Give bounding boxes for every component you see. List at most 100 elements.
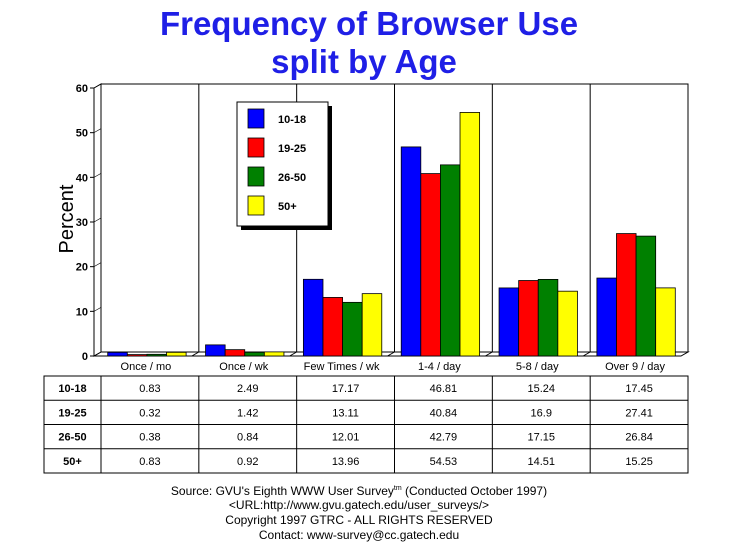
table-cell: 27.41 xyxy=(625,407,653,419)
table-cell: 13.11 xyxy=(332,407,359,419)
bar xyxy=(440,164,461,357)
footer-url: <URL:http://www.gvu.gatech.edu/user_surv… xyxy=(229,498,489,512)
bar xyxy=(635,235,657,357)
footer-source-post: (Conducted October 1997) xyxy=(402,484,547,498)
table-cell: 2.49 xyxy=(237,383,258,395)
bar xyxy=(420,173,441,357)
y-gridline xyxy=(93,217,102,223)
x-tick-label: Over 9 / day xyxy=(605,361,665,373)
table-cell: 15.25 xyxy=(625,456,653,468)
table-cell: 0.84 xyxy=(237,432,258,444)
x-tick-label: 5-8 / day xyxy=(516,361,559,373)
bar xyxy=(616,233,637,357)
bar xyxy=(537,278,559,357)
x-tick-label: Few Times / wk xyxy=(304,361,380,373)
x-tick-label: Once / mo xyxy=(121,361,172,373)
bar xyxy=(126,354,148,357)
table-cell: 42.79 xyxy=(430,432,458,444)
y-tick-label: 50 xyxy=(76,128,88,140)
table-cell: 0.83 xyxy=(139,456,160,468)
bar xyxy=(322,297,343,357)
bar xyxy=(342,301,363,357)
category-separator-floor xyxy=(582,351,591,357)
category-separator-floor xyxy=(387,351,395,357)
legend-swatch xyxy=(247,166,265,187)
y-tick-label: 60 xyxy=(76,83,88,95)
table-row-header: 10-18 xyxy=(58,383,86,395)
y-axis-label: Percent xyxy=(56,184,78,253)
category-separator-floor xyxy=(191,351,200,357)
y-gridline xyxy=(93,307,102,312)
y-gridline xyxy=(93,262,102,267)
footer-source-pre: Source: GVU's Eighth WWW User Survey xyxy=(171,484,394,498)
table-row-header: 50+ xyxy=(63,456,82,468)
table-cell: 0.32 xyxy=(139,407,160,419)
y-tick-label: 0 xyxy=(82,351,88,363)
y-gridline xyxy=(93,351,102,357)
legend-label: 10-18 xyxy=(278,114,306,126)
bar xyxy=(302,278,324,357)
y-tick-label: 30 xyxy=(76,217,88,229)
legend-label: 50+ xyxy=(278,201,297,213)
bar xyxy=(557,290,578,357)
legend-label: 19-25 xyxy=(278,143,306,155)
footer-contact: Contact: www-survey@cc.gatech.edu xyxy=(259,528,459,542)
table-cell: 12.01 xyxy=(332,432,360,444)
table-row-header: 19-25 xyxy=(58,407,86,419)
legend: 10-18 19-25 26-50 50+ xyxy=(236,101,332,230)
chart-title-line-1: Frequency of Browser Use xyxy=(160,5,578,42)
bar xyxy=(224,349,246,357)
table-cell: 54.53 xyxy=(430,456,458,468)
table-row-header: 26-50 xyxy=(58,432,86,444)
table-cell: 17.45 xyxy=(625,383,653,395)
bar xyxy=(655,287,676,357)
bar xyxy=(244,351,265,357)
bar xyxy=(498,287,520,357)
y-gridline xyxy=(93,83,102,89)
footer-copyright: Copyright 1997 GTRC - ALL RIGHTS RESERVE… xyxy=(225,513,493,527)
table-cell: 26.84 xyxy=(625,432,653,444)
table-cell: 0.38 xyxy=(139,432,160,444)
y-gridline xyxy=(93,128,102,133)
category-separator-floor xyxy=(289,351,297,357)
y-tick-label: 20 xyxy=(76,262,88,274)
bar xyxy=(400,146,422,357)
table-cell: 46.81 xyxy=(430,383,458,395)
table-cell: 16.9 xyxy=(531,407,552,419)
table-cell: 14.51 xyxy=(527,456,555,468)
bar xyxy=(459,112,481,357)
footer: Source: GVU's Eighth WWW User Surveytm (… xyxy=(171,484,547,542)
table-cell: 0.92 xyxy=(237,456,258,468)
bar xyxy=(205,344,226,357)
bar xyxy=(107,351,128,357)
category-separator-floor xyxy=(485,351,493,357)
legend-swatch xyxy=(247,195,265,216)
bar xyxy=(166,351,187,357)
bar xyxy=(596,277,617,357)
data-table: 10-18 0.83 2.49 17.17 46.81 15.24 17.45 19-25 0.… xyxy=(43,375,689,474)
legend-label: 26-50 xyxy=(278,172,306,184)
x-tick-label: 1-4 / day xyxy=(418,361,461,373)
y-gridline xyxy=(93,173,102,178)
table-cell: 17.17 xyxy=(332,383,360,395)
table-cell: 0.83 xyxy=(139,383,160,395)
bar xyxy=(518,280,539,357)
bar xyxy=(263,351,285,357)
plot-area: 0 10 20 30 40 50 60 Once / mo Once / wk Few Times… xyxy=(76,83,690,373)
table-cell: 40.84 xyxy=(430,407,458,419)
footer-source-tm: tm xyxy=(394,485,402,492)
y-tick-label: 10 xyxy=(76,306,88,318)
legend-swatch xyxy=(247,108,265,129)
table-cell: 17.15 xyxy=(527,432,555,444)
legend-swatch xyxy=(247,137,265,158)
table-cell: 15.24 xyxy=(527,383,555,395)
y-tick-label: 40 xyxy=(76,172,88,184)
table-cell: 1.42 xyxy=(237,407,258,419)
chart-title-line-2: split by Age xyxy=(271,43,457,80)
bar xyxy=(146,353,167,357)
bar xyxy=(361,293,383,357)
footer-source: Source: GVU's Eighth WWW User Surveytm (… xyxy=(171,484,547,498)
x-tick-label: Once / wk xyxy=(219,361,268,373)
table-cell: 13.96 xyxy=(332,456,360,468)
